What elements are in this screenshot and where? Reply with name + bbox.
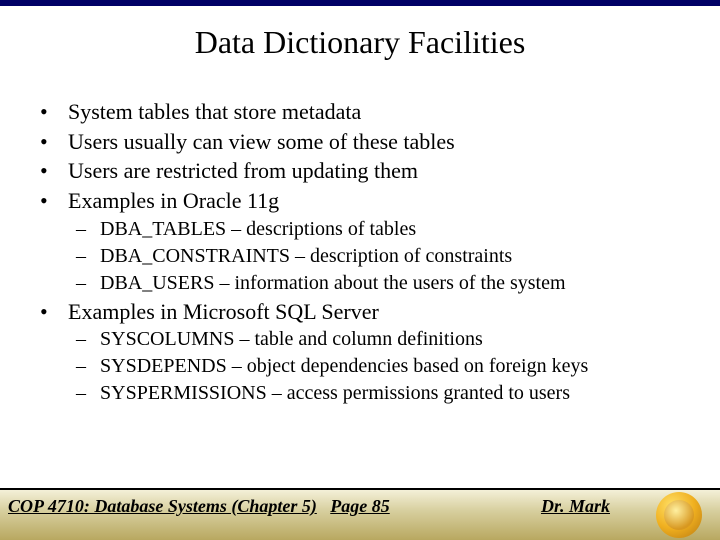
sub-bullet-list: DBA_TABLES – descriptions of tables DBA_… bbox=[76, 216, 690, 297]
footer-author: Dr. Mark bbox=[541, 496, 610, 517]
logo-circle bbox=[656, 492, 702, 538]
sub-bullet-item: DBA_CONSTRAINTS – description of constra… bbox=[76, 243, 690, 270]
top-border bbox=[0, 0, 720, 6]
sub-bullet-item: DBA_TABLES – descriptions of tables bbox=[76, 216, 690, 243]
bullet-text: Examples in Microsoft SQL Server bbox=[68, 299, 379, 324]
ucf-logo bbox=[648, 492, 710, 538]
footer-course: COP 4710: Database Systems (Chapter 5) bbox=[0, 496, 317, 517]
sub-bullet-item: DBA_USERS – information about the users … bbox=[76, 270, 690, 297]
bullet-item: Examples in Microsoft SQL Server SYSCOLU… bbox=[40, 297, 690, 408]
sub-bullet-item: SYSCOLUMNS – table and column definition… bbox=[76, 326, 690, 353]
bullet-item: Examples in Oracle 11g DBA_TABLES – desc… bbox=[40, 186, 690, 297]
sub-bullet-item: SYSDEPENDS – object dependencies based o… bbox=[76, 353, 690, 380]
bullet-list: System tables that store metadata Users … bbox=[40, 97, 690, 407]
bullet-text: Examples in Oracle 11g bbox=[68, 188, 279, 213]
sub-bullet-list: SYSCOLUMNS – table and column definition… bbox=[76, 326, 690, 407]
slide-content: System tables that store metadata Users … bbox=[0, 97, 720, 407]
bullet-item: Users are restricted from updating them bbox=[40, 156, 690, 186]
bullet-item: Users usually can view some of these tab… bbox=[40, 127, 690, 157]
sub-bullet-item: SYSPERMISSIONS – access permissions gran… bbox=[76, 380, 690, 407]
logo-inner bbox=[664, 500, 694, 530]
footer-page: Page 85 bbox=[330, 496, 389, 517]
footer-bar: COP 4710: Database Systems (Chapter 5) P… bbox=[0, 490, 720, 540]
footer: COP 4710: Database Systems (Chapter 5) P… bbox=[0, 488, 720, 540]
slide-title: Data Dictionary Facilities bbox=[0, 24, 720, 61]
bullet-item: System tables that store metadata bbox=[40, 97, 690, 127]
